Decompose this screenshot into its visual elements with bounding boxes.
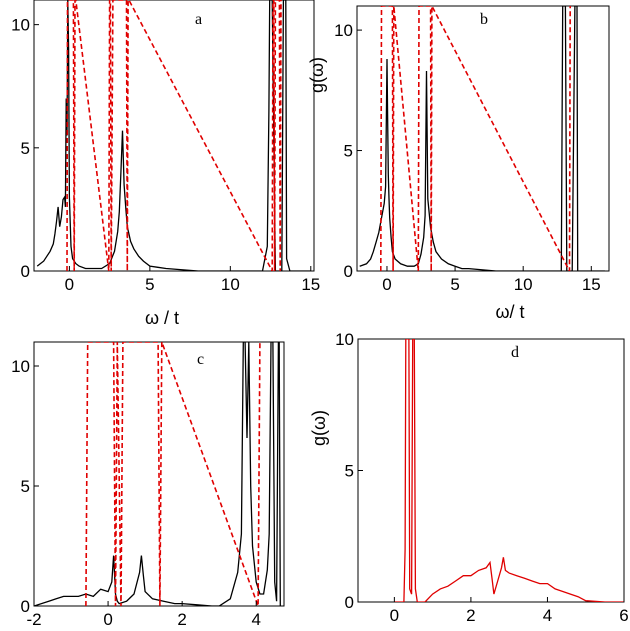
- panel-a-ytick-label: 0: [21, 262, 30, 281]
- panel-b-tag: b: [480, 11, 488, 28]
- panel-a-series-1-line: [36, 0, 311, 271]
- panel-c-xtick-label: 4: [251, 610, 260, 629]
- panel-d-frame: [357, 338, 625, 603]
- panel-b-xtick-label: 15: [582, 275, 601, 294]
- panel-c-ytick-label: 0: [21, 597, 30, 616]
- panel-d-ylabel: g(ω): [309, 410, 329, 446]
- panel-b-ytick-label: 5: [344, 142, 353, 161]
- panel-d-tag: d: [511, 344, 519, 361]
- panel-d-xtick-label: 2: [466, 606, 475, 625]
- panel-d-ytick-label: 5: [345, 462, 354, 481]
- panel-d-series-1-line: [394, 339, 624, 602]
- panel-d-xtick-label: 0: [390, 606, 399, 625]
- panel-b-xlabel: ω/ t: [495, 302, 524, 322]
- panel-c-series-1-line: [34, 342, 281, 606]
- panel-a-ytick-label: 10: [11, 16, 30, 35]
- panel-c-ytick-label: 5: [21, 477, 30, 496]
- panel-a-frame: [33, 0, 315, 272]
- panel-a: 0 5 10 15 0 5 10 a ω / t: [11, 0, 320, 328]
- panel-c-frame: [33, 341, 285, 607]
- panel-a-xtick-label: 10: [221, 275, 240, 294]
- panel-b-xtick-label: 5: [450, 275, 459, 294]
- panel-a-xlabel: ω / t: [145, 308, 179, 328]
- panel-d-ytick-label: 10: [335, 330, 354, 349]
- panel-c-xtick-label: 0: [103, 610, 112, 629]
- panel-d-xtick-label: 6: [619, 606, 628, 625]
- panel-d-ytick-label: 0: [345, 593, 354, 612]
- panel-b-series-1-line: [359, 6, 605, 271]
- panel-b-ytick-label: 10: [334, 21, 353, 40]
- panel-d: 0 2 4 6 0 5 10 d g(ω): [309, 330, 629, 625]
- panel-a-plot: 0 5 10 15 0 5 10: [11, 0, 320, 294]
- panel-b-series-2-line: [379, 6, 572, 271]
- panel-b-xtick-label: 10: [514, 275, 533, 294]
- panel-d-xtick-label: 4: [543, 606, 552, 625]
- panel-a-ytick-label: 5: [21, 139, 30, 158]
- panel-a-series-2-line: [66, 0, 282, 271]
- panel-a-xtick-label: 15: [301, 275, 320, 294]
- panel-a-tag: a: [195, 11, 202, 28]
- panel-c-xtick-label: 2: [177, 610, 186, 629]
- panel-b-ytick-label: 0: [344, 262, 353, 281]
- panel-b-plot: 0 5 10 15 0 5 10: [334, 6, 605, 294]
- panel-c-tag: c: [197, 351, 204, 368]
- panel-b: 0 5 10 15 0 5 10 b ω/ t g(ω): [307, 5, 610, 322]
- panel-d-plot: 0 2 4 6 0 5 10: [335, 330, 629, 625]
- panel-a-xtick-label: 5: [145, 275, 154, 294]
- panel-c-series-2-line: [85, 342, 262, 606]
- panel-b-ylabel: g(ω): [307, 57, 327, 93]
- panel-b-xtick-label: 0: [382, 275, 391, 294]
- panel-c-xtick-label: -2: [26, 610, 41, 629]
- panel-b-frame: [356, 5, 610, 272]
- panel-a-xtick-label: 0: [65, 275, 74, 294]
- panel-c-ytick-label: 10: [11, 357, 30, 376]
